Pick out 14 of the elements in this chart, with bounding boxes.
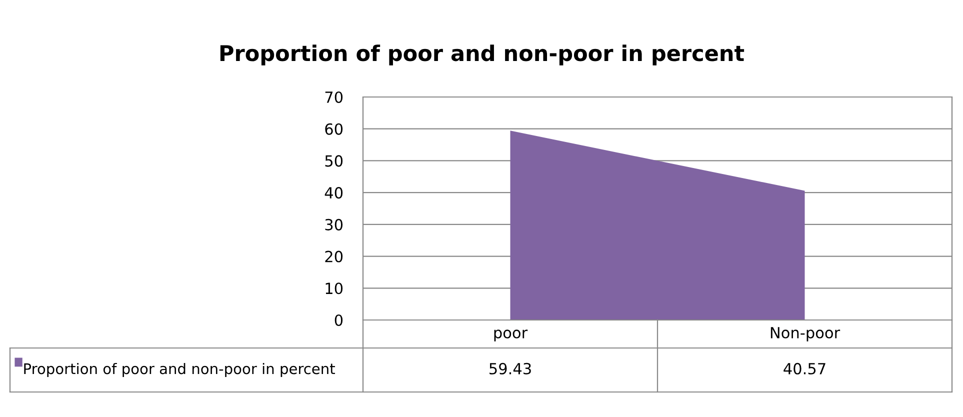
y-tick-label: 40 <box>324 187 343 199</box>
legend-label: Proportion of poor and non-poor in percent <box>24 362 335 378</box>
y-tick-label: 70 <box>325 91 343 104</box>
x-tick-label: Non-poor <box>770 327 840 342</box>
y-tick-label: 30 <box>325 218 343 230</box>
y-tick-label: 60 <box>325 123 343 135</box>
x-tick-label: poor <box>494 330 528 342</box>
chart-title: Proportion of poor and non-poor in percent <box>220 44 744 66</box>
y-tick-label: 50 <box>325 155 343 167</box>
y-tick-label: 10 <box>326 282 343 294</box>
y-tick-label: 20 <box>325 250 343 262</box>
data-label: 40.57 <box>784 362 826 374</box>
data-label: 59.43 <box>490 362 531 374</box>
y-tick-label: 0 <box>334 314 343 326</box>
